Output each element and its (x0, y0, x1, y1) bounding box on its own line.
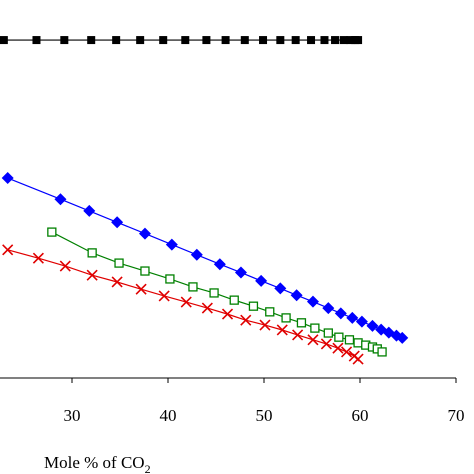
marker (112, 36, 121, 45)
marker (32, 36, 41, 45)
marker (352, 353, 364, 365)
marker (307, 334, 319, 346)
x-tick-label: 70 (448, 406, 465, 425)
marker (111, 276, 123, 288)
marker (201, 302, 213, 314)
x-tick-label: 30 (64, 406, 81, 425)
marker (135, 283, 147, 295)
marker (229, 295, 239, 305)
x-tick-label: 60 (352, 406, 369, 425)
marker (334, 332, 344, 342)
marker (213, 258, 226, 271)
marker (140, 266, 150, 276)
marker (114, 258, 124, 268)
marker (87, 36, 96, 45)
series-line (7, 249, 359, 360)
marker (322, 302, 335, 315)
marker (248, 301, 259, 311)
marker (165, 238, 178, 251)
marker (202, 36, 211, 45)
marker (323, 328, 333, 338)
x-tick-label: 50 (256, 406, 273, 425)
marker (346, 311, 359, 324)
marker (276, 324, 288, 336)
marker (0, 36, 8, 45)
marker (86, 269, 98, 281)
marker (331, 36, 340, 45)
marker (340, 346, 353, 358)
marker (240, 314, 252, 326)
marker (1, 172, 14, 185)
x-axis-label: Mole % of CO2 (44, 453, 151, 474)
marker (159, 36, 168, 45)
marker (306, 295, 319, 308)
marker (83, 204, 96, 217)
marker (190, 248, 203, 261)
marker (32, 252, 44, 264)
x-axis-label-text: Mole % of CO (44, 453, 145, 472)
marker (396, 331, 409, 344)
marker (292, 329, 304, 341)
marker (332, 342, 344, 354)
marker (221, 36, 230, 45)
marker (234, 266, 247, 279)
marker (310, 323, 320, 333)
marker (2, 244, 14, 256)
marker (344, 335, 355, 345)
series-line (7, 177, 403, 339)
marker (377, 347, 387, 357)
marker (165, 274, 175, 284)
marker (354, 36, 363, 45)
marker (209, 288, 219, 298)
marker (320, 338, 332, 350)
marker (59, 260, 71, 272)
marker (281, 313, 291, 323)
marker (188, 282, 198, 292)
marker (355, 315, 368, 328)
marker (296, 318, 307, 328)
marker (111, 216, 124, 229)
marker (276, 36, 285, 45)
marker (47, 227, 57, 237)
marker (353, 338, 363, 348)
marker (259, 36, 268, 45)
marker (259, 319, 271, 331)
marker (346, 36, 355, 45)
marker (265, 307, 275, 317)
marker (221, 308, 234, 320)
marker (307, 36, 316, 45)
marker (274, 282, 287, 295)
marker (334, 307, 347, 320)
x-tick-label: 40 (160, 406, 177, 425)
marker (291, 36, 300, 45)
marker (290, 289, 303, 302)
marker (158, 290, 170, 302)
x-axis-label-subscript: 2 (145, 462, 151, 474)
marker (87, 248, 97, 258)
marker (339, 36, 348, 45)
marker (240, 36, 249, 45)
marker (181, 36, 190, 45)
marker (136, 36, 145, 45)
marker (60, 36, 69, 45)
marker (180, 296, 192, 308)
marker (366, 319, 379, 332)
marker (255, 274, 268, 287)
marker (138, 227, 151, 240)
marker (54, 193, 67, 206)
marker (320, 36, 329, 45)
